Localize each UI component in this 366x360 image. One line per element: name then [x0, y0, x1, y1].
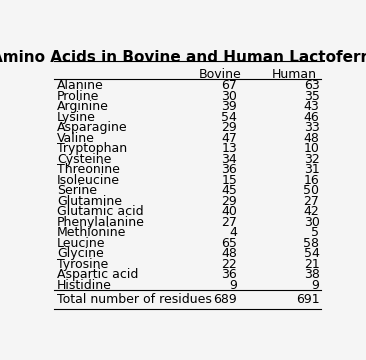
Text: 15: 15: [221, 174, 237, 187]
Text: 33: 33: [304, 121, 320, 134]
Text: 45: 45: [221, 184, 237, 197]
Text: 34: 34: [221, 153, 237, 166]
Text: Phenylalanine: Phenylalanine: [57, 216, 145, 229]
Text: Tryptophan: Tryptophan: [57, 142, 127, 155]
Text: 58: 58: [303, 237, 320, 250]
Text: 38: 38: [304, 268, 320, 281]
Text: 67: 67: [221, 79, 237, 93]
Text: Asparagine: Asparagine: [57, 121, 128, 134]
Text: Human: Human: [272, 68, 317, 81]
Text: 36: 36: [221, 268, 237, 281]
Text: 42: 42: [304, 205, 320, 218]
Text: 50: 50: [303, 184, 320, 197]
Text: 22: 22: [221, 258, 237, 271]
Text: Glycine: Glycine: [57, 247, 104, 260]
Text: Bovine: Bovine: [199, 68, 242, 81]
Text: 691: 691: [296, 293, 320, 306]
Text: 40: 40: [221, 205, 237, 218]
Text: 10: 10: [304, 142, 320, 155]
Text: 29: 29: [221, 121, 237, 134]
Text: Isoleucine: Isoleucine: [57, 174, 120, 187]
Text: 29: 29: [221, 195, 237, 208]
Text: 48: 48: [304, 132, 320, 145]
Text: Threonine: Threonine: [57, 163, 120, 176]
Text: Histidine: Histidine: [57, 279, 112, 292]
Text: 48: 48: [221, 247, 237, 260]
Text: 9: 9: [311, 279, 320, 292]
Text: 9: 9: [229, 279, 237, 292]
Text: Total number of residues: Total number of residues: [57, 293, 212, 306]
Text: 39: 39: [221, 100, 237, 113]
Text: Cysteine: Cysteine: [57, 153, 112, 166]
Text: Aspartic acid: Aspartic acid: [57, 268, 138, 281]
Text: 43: 43: [304, 100, 320, 113]
Text: Glutamine: Glutamine: [57, 195, 122, 208]
Text: Glutamic acid: Glutamic acid: [57, 205, 144, 218]
Text: Lysine: Lysine: [57, 111, 96, 124]
Text: 5: 5: [311, 226, 320, 239]
Text: Methionine: Methionine: [57, 226, 127, 239]
Text: 30: 30: [304, 216, 320, 229]
Text: 30: 30: [221, 90, 237, 103]
Text: 4: 4: [229, 226, 237, 239]
Text: 27: 27: [221, 216, 237, 229]
Text: Leucine: Leucine: [57, 237, 106, 250]
Text: Serine: Serine: [57, 184, 97, 197]
Text: 63: 63: [304, 79, 320, 93]
Text: Tyrosine: Tyrosine: [57, 258, 108, 271]
Text: Amino Acids in Bovine and Human Lactoferrin: Amino Acids in Bovine and Human Lactofer…: [0, 50, 366, 65]
Text: 46: 46: [304, 111, 320, 124]
Text: 47: 47: [221, 132, 237, 145]
Text: 32: 32: [304, 153, 320, 166]
Text: 36: 36: [221, 163, 237, 176]
Text: 31: 31: [304, 163, 320, 176]
Text: Proline: Proline: [57, 90, 100, 103]
Text: 65: 65: [221, 237, 237, 250]
Text: 689: 689: [213, 293, 237, 306]
Text: 54: 54: [304, 247, 320, 260]
Text: Arginine: Arginine: [57, 100, 109, 113]
Text: 21: 21: [304, 258, 320, 271]
Text: Alanine: Alanine: [57, 79, 104, 93]
Text: 27: 27: [304, 195, 320, 208]
Text: 54: 54: [221, 111, 237, 124]
Text: 16: 16: [304, 174, 320, 187]
Text: 13: 13: [221, 142, 237, 155]
Text: 35: 35: [304, 90, 320, 103]
Text: Valine: Valine: [57, 132, 95, 145]
